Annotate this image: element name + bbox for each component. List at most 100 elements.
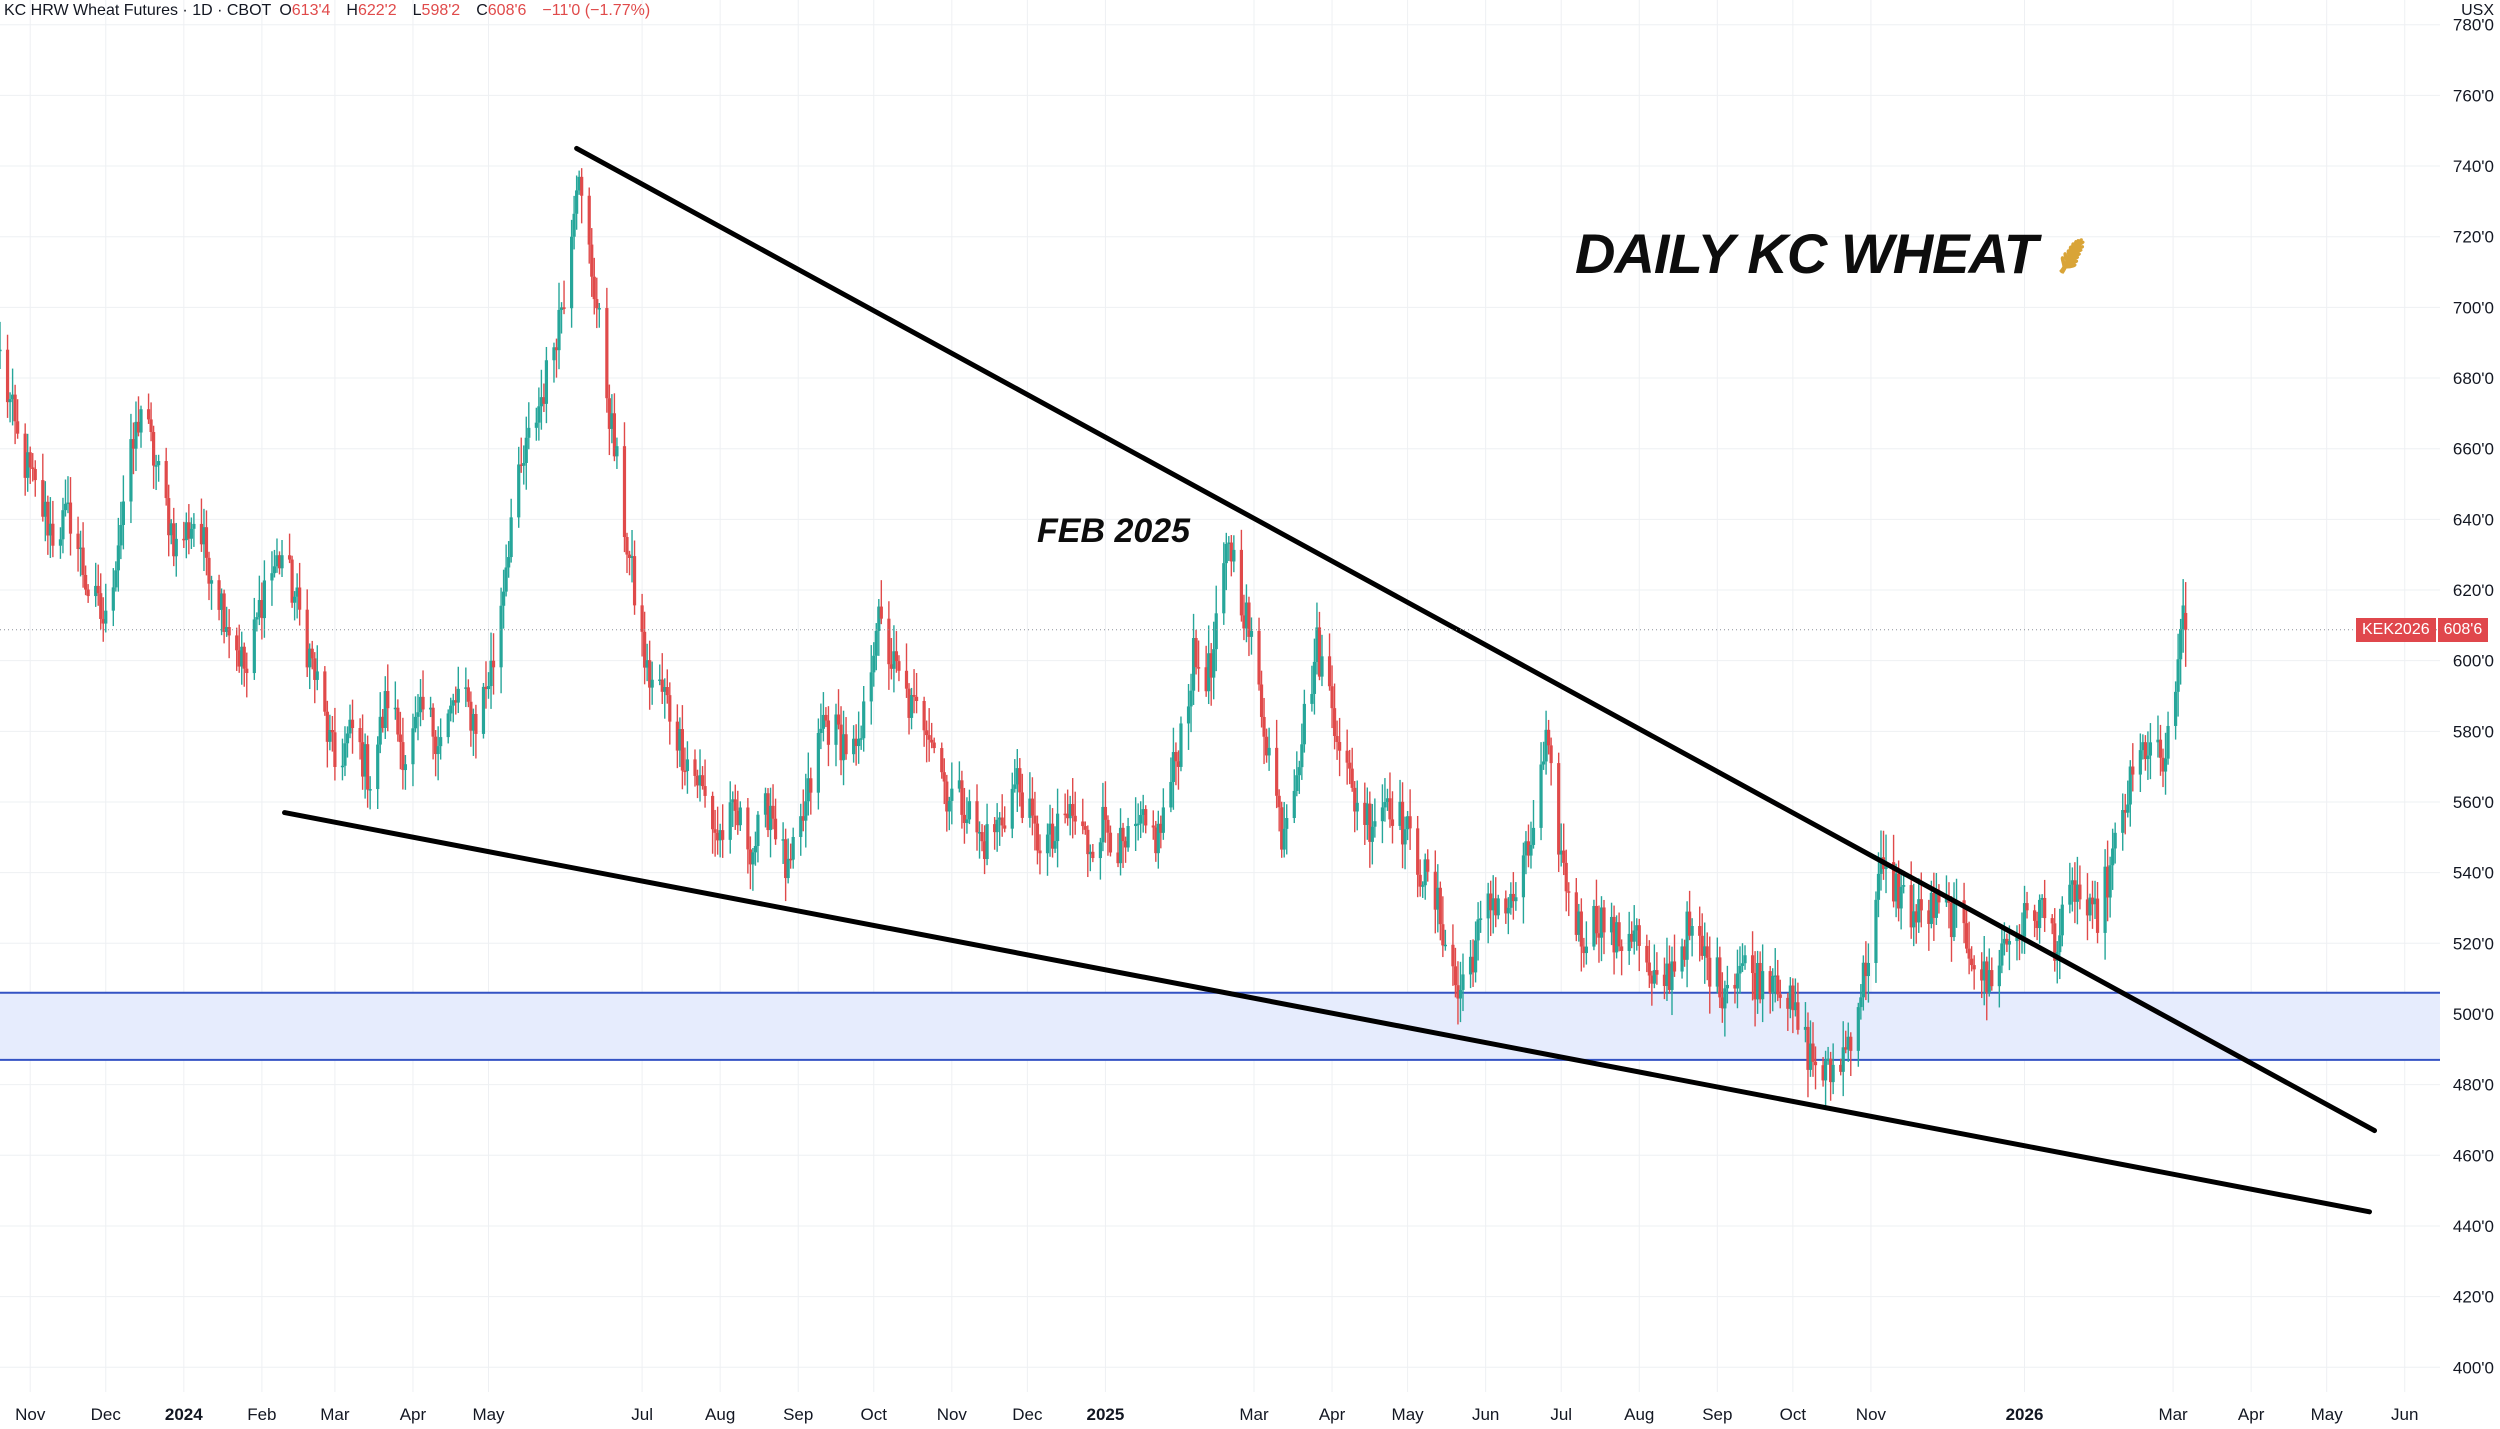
candle-body <box>932 742 936 749</box>
x-tick-label[interactable]: Dec <box>1012 1405 1043 1424</box>
candle-body <box>1597 933 1601 938</box>
trendline-upper[interactable] <box>574 145 2378 1134</box>
x-tick-label[interactable]: Aug <box>705 1405 735 1424</box>
candle-body <box>381 716 385 728</box>
y-tick-label[interactable]: 740'0 <box>2453 157 2494 176</box>
y-tick-label[interactable]: 520'0 <box>2453 934 2494 953</box>
candle-body <box>1471 956 1475 973</box>
y-tick-label[interactable]: 500'0 <box>2453 1005 2494 1024</box>
candle-body <box>950 788 954 801</box>
candle-body <box>1577 911 1581 935</box>
candle-body <box>1541 761 1546 765</box>
candle-body <box>451 700 455 706</box>
x-tick-label[interactable]: Jul <box>631 1405 653 1424</box>
candle-body <box>293 596 297 603</box>
candle-body <box>101 618 105 624</box>
candle-body <box>1479 918 1483 920</box>
x-tick-label[interactable]: May <box>472 1405 505 1424</box>
x-tick-label[interactable]: Mar <box>2158 1405 2188 1424</box>
x-tick-label[interactable]: Feb <box>247 1405 276 1424</box>
x-tick-label[interactable]: Nov <box>15 1405 46 1424</box>
candle-body <box>1796 1002 1800 1030</box>
x-tick-label[interactable]: Aug <box>1624 1405 1654 1424</box>
x-tick-label[interactable]: Apr <box>2238 1405 2265 1424</box>
candle-body <box>1690 926 1694 936</box>
x-tick-label[interactable]: 2026 <box>2006 1405 2044 1424</box>
x-axis[interactable]: Nov Dec 2024 Feb Mar Apr May Jul Aug Sep Oct Nov Dec… <box>15 1405 2418 1424</box>
candle-body <box>361 742 365 777</box>
candle-body <box>607 398 611 429</box>
candle-body <box>1020 792 1024 818</box>
y-tick-label[interactable]: 580'0 <box>2453 722 2494 741</box>
candle-body <box>1194 638 1198 668</box>
candle-body <box>1685 911 1689 960</box>
candle-body <box>816 732 820 793</box>
candle-body <box>129 439 133 502</box>
y-tick-label[interactable]: 720'0 <box>2453 228 2494 247</box>
y-tick-label[interactable]: 620'0 <box>2453 581 2494 600</box>
y-tick-label[interactable]: 660'0 <box>2453 440 2494 459</box>
candle-body <box>464 687 468 689</box>
y-tick-label[interactable]: 480'0 <box>2453 1076 2494 1095</box>
x-tick-label[interactable]: Sep <box>1702 1405 1732 1424</box>
candle-body <box>967 801 972 820</box>
candle-body <box>76 533 80 549</box>
chart-title-annotation[interactable]: DAILY KC WHEAT ⸙ <box>1575 214 2093 290</box>
y-tick-label[interactable]: 680'0 <box>2453 369 2494 388</box>
candle-body <box>81 547 85 575</box>
x-tick-label[interactable]: Oct <box>861 1405 888 1424</box>
candle-body <box>1831 1064 1835 1083</box>
candle-body <box>1222 563 1226 614</box>
candle-body <box>199 523 204 545</box>
y-tick-label[interactable]: 560'0 <box>2453 793 2494 812</box>
candle-body <box>242 646 246 669</box>
x-tick-label[interactable]: Mar <box>320 1405 350 1424</box>
x-tick-label[interactable]: Nov <box>1856 1405 1887 1424</box>
x-tick-label[interactable]: Nov <box>937 1405 968 1424</box>
x-tick-label[interactable]: May <box>1392 1405 1425 1424</box>
currency-label[interactable]: USX <box>2461 2 2494 19</box>
candle-body <box>26 452 30 478</box>
y-tick-label[interactable]: 540'0 <box>2453 864 2494 883</box>
candle-body <box>315 671 319 680</box>
x-tick-label[interactable]: Sep <box>783 1405 813 1424</box>
y-tick-label[interactable]: 600'0 <box>2453 652 2494 671</box>
candle-body <box>1232 549 1236 562</box>
candle-body <box>595 299 599 309</box>
y-tick-label[interactable]: 760'0 <box>2453 86 2494 105</box>
y-tick-label[interactable]: 460'0 <box>2453 1146 2494 1165</box>
x-tick-label[interactable]: Dec <box>91 1405 122 1424</box>
y-tick-label[interactable]: 640'0 <box>2453 510 2494 529</box>
candle-body <box>1091 851 1095 859</box>
symbol-name: KC HRW Wheat Futures · 1D · CBOT <box>4 2 272 19</box>
y-tick-label[interactable]: 440'0 <box>2453 1217 2494 1236</box>
x-tick-label[interactable]: May <box>2311 1405 2344 1424</box>
trendlines[interactable] <box>282 145 2378 1215</box>
x-tick-label[interactable]: Apr <box>400 1405 427 1424</box>
candle-body <box>1083 826 1087 830</box>
x-tick-label[interactable]: Oct <box>1780 1405 1807 1424</box>
x-tick-label[interactable]: 2025 <box>1087 1405 1125 1424</box>
symbol-legend[interactable]: KC HRW Wheat Futures · 1D · CBOT O613'4 … <box>4 0 658 22</box>
x-tick-label[interactable]: Jun <box>1472 1405 1499 1424</box>
candle-body <box>1768 971 1772 993</box>
y-tick-label[interactable]: 400'0 <box>2453 1358 2494 1377</box>
candle-body <box>1723 988 1727 1009</box>
y-tick-label[interactable]: 420'0 <box>2453 1288 2494 1307</box>
x-tick-label[interactable]: Apr <box>1319 1405 1346 1424</box>
candle-body <box>1126 826 1130 848</box>
x-tick-label[interactable]: Jun <box>2391 1405 2418 1424</box>
feb-2025-annotation[interactable]: FEB 2025 <box>1037 512 1191 550</box>
y-axis[interactable]: 400'0 420'0 440'0 460'0 480'0 500'0 520'0 540'0… <box>2453 16 2494 1378</box>
x-tick-label[interactable]: Jul <box>1550 1405 1572 1424</box>
y-tick-label[interactable]: 700'0 <box>2453 298 2494 317</box>
x-tick-label[interactable]: Mar <box>1239 1405 1269 1424</box>
candle-body <box>189 528 193 539</box>
trendline-lower[interactable] <box>282 810 2372 1215</box>
candle-body <box>96 585 100 594</box>
x-tick-label[interactable]: 2024 <box>165 1405 203 1424</box>
y-tick-label[interactable]: 780'0 <box>2453 16 2494 35</box>
candle-body <box>995 819 999 833</box>
